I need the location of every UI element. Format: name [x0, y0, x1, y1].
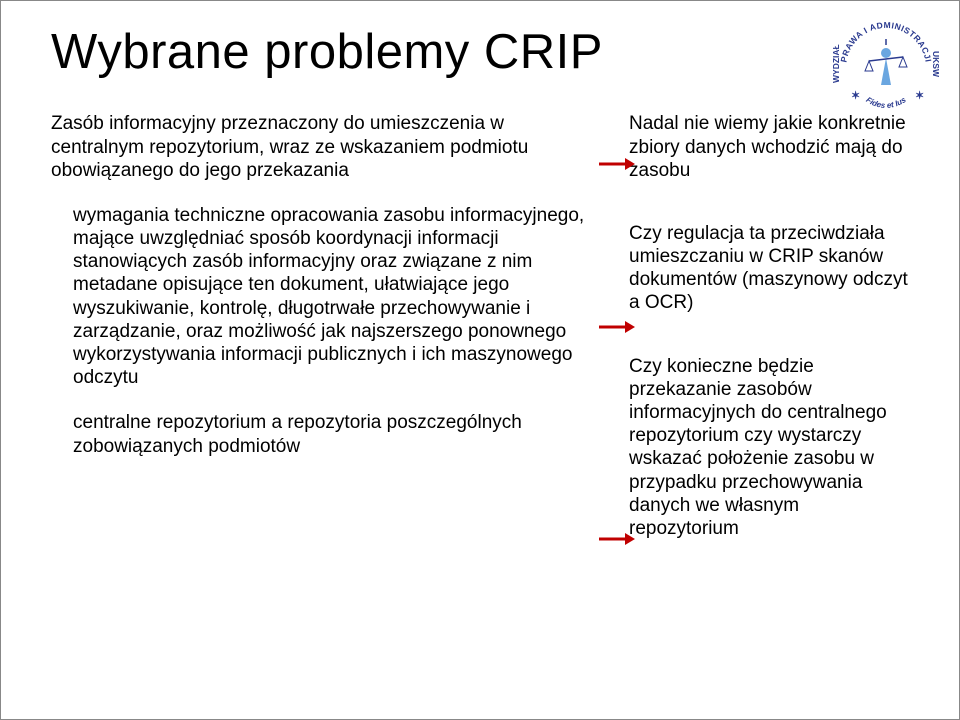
logo-ring-right: UKSW: [931, 51, 941, 78]
left-para-1: Zasób informacyjny przeznaczony do umies…: [51, 112, 591, 182]
right-para-3: Czy konieczne będzie przekazanie zasobów…: [629, 355, 909, 540]
arrow-icon: [599, 319, 635, 335]
arrow-icon: [599, 531, 635, 547]
logo-ring-left: WYDZIAŁ: [831, 44, 841, 83]
svg-text:Fides et Ius: Fides et Ius: [864, 95, 908, 110]
logo-star-left: ✶: [851, 90, 860, 102]
right-para-2: Czy regulacja ta przeciwdziała umieszcza…: [629, 222, 909, 315]
university-logo: PRAWA I ADMINISTRACJI WYDZIAŁ UKSW Fides…: [831, 13, 941, 123]
logo-motto: Fides et Ius: [864, 95, 908, 110]
arrow-icon: [599, 156, 635, 172]
right-column: Nadal nie wiemy jakie konkretnie zbiory …: [629, 112, 909, 540]
logo-star-right: ✶: [915, 90, 924, 102]
title-row: Wybrane problemy CRIP: [51, 27, 939, 78]
page-title: Wybrane problemy CRIP: [51, 27, 603, 78]
justice-figure-icon: [865, 39, 907, 85]
content-columns: Zasób informacyjny przeznaczony do umies…: [51, 112, 939, 540]
left-para-3: centralne repozytorium a repozytoria pos…: [51, 411, 591, 457]
slide: Wybrane problemy CRIP PRAWA I ADMINISTRA…: [0, 0, 960, 720]
left-column: Zasób informacyjny przeznaczony do umies…: [51, 112, 591, 540]
left-para-2: wymagania techniczne opracowania zasobu …: [51, 204, 591, 389]
